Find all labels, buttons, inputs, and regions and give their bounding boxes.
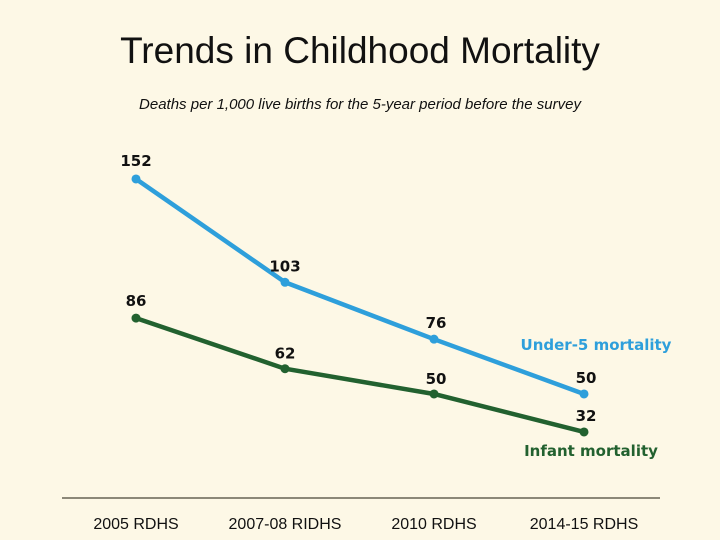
series-line-infant xyxy=(135,315,585,435)
series-label-infant: Infant mortality xyxy=(524,442,658,460)
x-tick-label: 2007-08 RIDHS xyxy=(229,516,342,533)
data-label: 76 xyxy=(426,314,447,332)
data-point xyxy=(280,364,290,374)
data-label: 32 xyxy=(576,407,597,425)
data-label: 50 xyxy=(426,370,447,388)
series-label-under-5: Under-5 mortality xyxy=(521,336,672,354)
data-label: 50 xyxy=(576,369,597,387)
chart-subtitle: Deaths per 1,000 live births for the 5-y… xyxy=(139,96,581,113)
data-label: 86 xyxy=(126,292,147,310)
data-point xyxy=(131,313,141,323)
data-point xyxy=(579,427,589,437)
series-line-under-5 xyxy=(134,177,585,397)
data-point xyxy=(579,389,589,399)
data-label: 62 xyxy=(275,345,296,363)
data-point xyxy=(280,277,290,287)
x-tick-label: 2014-15 RDHS xyxy=(530,516,639,533)
data-point xyxy=(429,389,439,399)
data-label: 103 xyxy=(269,257,300,275)
data-label: 152 xyxy=(120,152,151,170)
x-tick-label: 2010 RDHS xyxy=(391,516,476,533)
data-point xyxy=(131,174,141,184)
chart-title: Trends in Childhood Mortality xyxy=(120,30,600,71)
data-point xyxy=(429,334,439,344)
x-tick-label: 2005 RDHS xyxy=(93,516,178,533)
